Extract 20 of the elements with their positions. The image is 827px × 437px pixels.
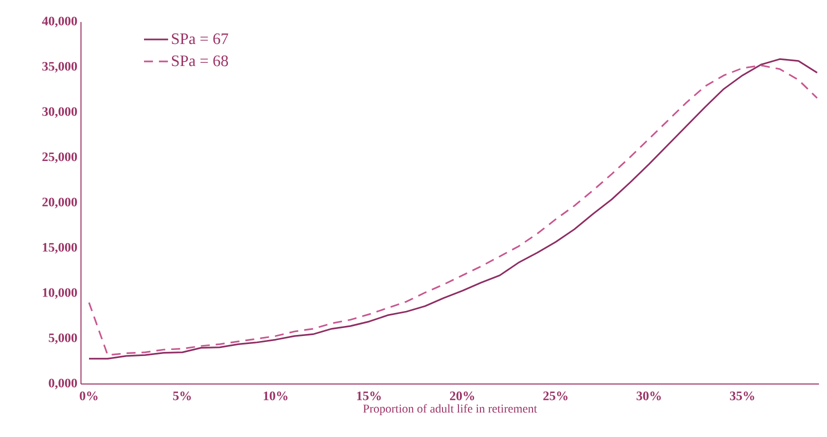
legend-label: SPa = 67: [172, 33, 228, 44]
x-tick-label: 15%: [357, 392, 381, 400]
y-tick-label: 10,000: [42, 288, 77, 299]
x-tick-label: 25%: [543, 392, 568, 400]
y-tick-label: 40,000: [42, 16, 77, 28]
y-tick-label: 20,000: [42, 198, 77, 208]
y-tick-label: 35,000: [42, 62, 77, 73]
y-tick-label: 0,000: [48, 378, 77, 390]
x-tick-label: 20%: [450, 392, 474, 400]
y-tick-label: 15,000: [42, 242, 77, 254]
legend-label: SPa = 68: [172, 55, 228, 66]
x-tick-label: 30%: [636, 392, 661, 400]
x-tick-label: 5%: [173, 392, 191, 400]
y-tick-label: 30,000: [42, 107, 77, 118]
y-tick-label: 5,000: [48, 333, 77, 344]
y-tick-label: 25,000: [42, 152, 77, 164]
x-tick-label: 0%: [80, 392, 98, 400]
x-axis-title: Proportion of adult life in retirement: [363, 404, 538, 416]
x-tick-label: 35%: [730, 392, 754, 400]
x-tick-label: 10%: [264, 392, 288, 400]
